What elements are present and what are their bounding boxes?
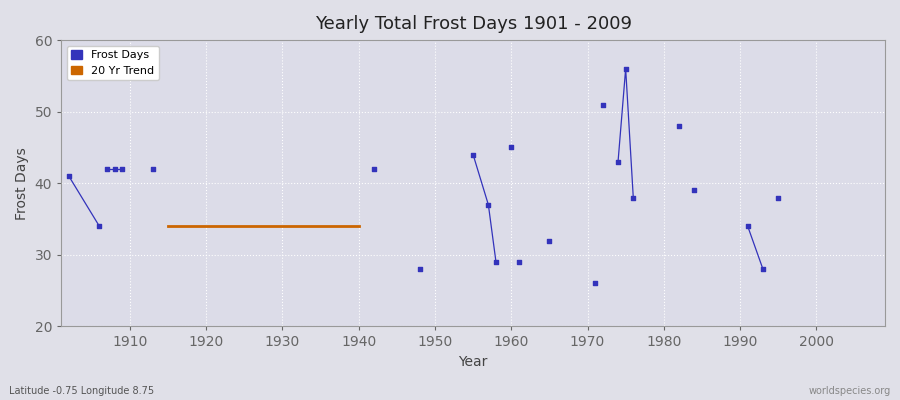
- Point: [687, 187, 701, 194]
- Legend: Frost Days, 20 Yr Trend: Frost Days, 20 Yr Trend: [67, 46, 158, 80]
- Point: [596, 101, 610, 108]
- Point: [512, 259, 526, 265]
- Point: [542, 237, 556, 244]
- Title: Yearly Total Frost Days 1901 - 2009: Yearly Total Frost Days 1901 - 2009: [315, 15, 632, 33]
- Point: [61, 173, 76, 179]
- Point: [466, 152, 481, 158]
- X-axis label: Year: Year: [458, 355, 488, 369]
- Point: [115, 166, 130, 172]
- Point: [504, 144, 518, 151]
- Point: [588, 280, 602, 287]
- Point: [618, 66, 633, 72]
- Point: [771, 194, 786, 201]
- Y-axis label: Frost Days: Frost Days: [15, 147, 29, 220]
- Point: [611, 158, 625, 165]
- Point: [489, 259, 503, 265]
- Point: [366, 166, 381, 172]
- Point: [146, 166, 160, 172]
- Point: [482, 202, 496, 208]
- Point: [100, 166, 114, 172]
- Point: [92, 223, 106, 230]
- Text: Latitude -0.75 Longitude 8.75: Latitude -0.75 Longitude 8.75: [9, 386, 154, 396]
- Point: [756, 266, 770, 272]
- Text: worldspecies.org: worldspecies.org: [809, 386, 891, 396]
- Point: [107, 166, 122, 172]
- Point: [741, 223, 755, 230]
- Point: [626, 194, 641, 201]
- Point: [672, 123, 687, 129]
- Point: [412, 266, 427, 272]
